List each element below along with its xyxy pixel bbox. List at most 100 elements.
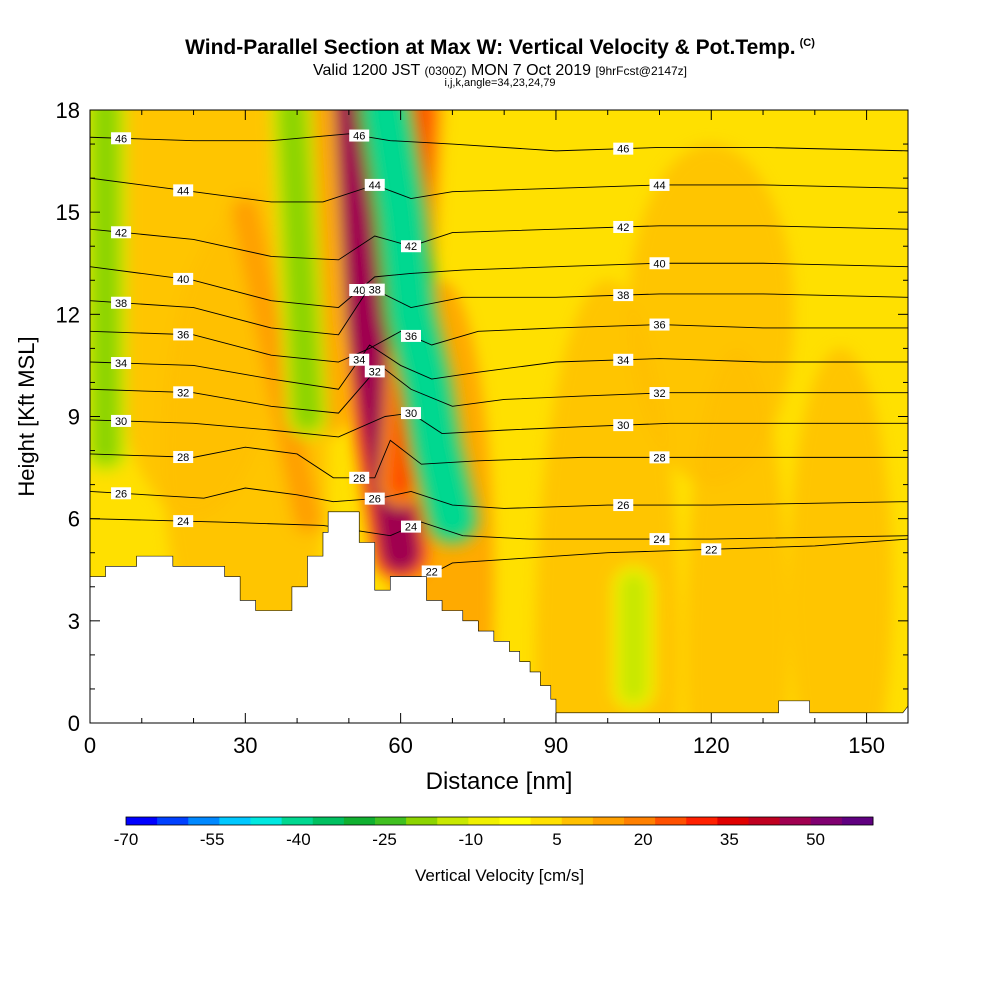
pot-temp-contour [90,364,908,414]
colorbar-swatch [530,817,563,825]
pot-temp-contour [90,286,908,336]
contour-label-box [613,142,634,155]
y-tick-label: 0 [68,711,80,736]
y-tick-label: 18 [56,98,80,123]
colorbar-swatch [219,817,251,825]
contour-label-box [701,543,722,556]
contour-label: 32 [177,387,189,399]
pot-temp-contour [90,412,908,438]
contour-label-box [173,184,194,197]
colorbar-swatch [779,817,812,825]
colorbar-swatch [375,817,407,825]
updraft-band [232,199,321,532]
contour-label: 24 [653,534,665,546]
x-tick-label: 150 [848,733,885,758]
colorbar-swatch [686,817,718,825]
contour-label: 34 [617,355,629,367]
contour-label-box [400,407,421,420]
contour-label-box [613,419,634,432]
contour-label-box [349,129,370,142]
colorbar-swatch [499,817,532,825]
contour-label: 34 [115,358,127,370]
y-tick-label: 6 [68,507,80,532]
contour-label-box [649,257,670,270]
contour-label-box [613,220,634,233]
valid-utc: (0300Z) [424,64,467,78]
contour-label: 42 [115,227,127,239]
colorbar-swatch [592,817,625,825]
contour-label: 44 [177,185,189,197]
contour-label: 46 [115,133,127,145]
x-axis-label: Distance [nm] [426,768,573,795]
contour-label: 38 [617,290,629,302]
contour-label: 28 [177,452,189,464]
contour-label-box [173,386,194,399]
contour-label: 24 [405,522,417,534]
contour-label-box [111,296,132,309]
colorbar-tick-label: -70 [114,830,139,849]
contour-label: 36 [405,331,417,343]
copyright-mark: (C) [799,37,815,49]
contour-label-box [364,365,385,378]
contour-label-box [349,284,370,297]
y-tick-label: 9 [68,405,80,430]
colorbar-swatch [312,817,345,825]
colorbar-tick-label: -40 [286,830,311,849]
contour-label: 46 [617,144,629,156]
contour-label: 44 [653,180,665,192]
colorbar-tick-label: 20 [634,830,653,849]
pot-temp-contour [90,177,908,203]
grid-indices: i,j,k,angle=34,23,24,79 [444,77,556,89]
pot-temp-contour [90,133,908,152]
contour-label: 22 [426,566,438,578]
colorbar-tick-label: -10 [458,830,483,849]
contour-label: 24 [177,516,189,528]
forecast-info: [9hrFcst@2147z] [595,64,688,78]
colorbar-tick-label: 5 [552,830,561,849]
colorbar-swatch [748,817,781,825]
contour-label: 32 [369,366,381,378]
contour-label: 42 [405,241,417,253]
contour-label-box [349,353,370,366]
contour-label-box [111,226,132,239]
x-tick-label: 90 [544,733,568,758]
colorbar-swatch [437,817,469,825]
contour-label: 46 [353,131,365,143]
downdraft-band [365,110,473,539]
x-tick-label: 60 [388,733,412,758]
colorbar-frame [125,816,874,826]
x-tick-label: 120 [693,733,730,758]
colorbar-tick-label: 35 [720,830,739,849]
pot-temp-contour [90,344,908,390]
chart-title-main: Wind-Parallel Section at Max W: Vertical… [185,36,796,59]
contour-label: 28 [353,473,365,485]
contour-label-box [649,451,670,464]
contour-label: 32 [653,388,665,400]
contour-label: 26 [115,488,127,500]
contour-label-box [111,487,132,500]
contour-label: 34 [353,355,365,367]
chart-subtitle: Valid 1200 JST (0300Z) MON 7 Oct 2019 [9… [0,62,1000,80]
contour-label-box [400,240,421,253]
colorbar-swatch [343,817,376,825]
colorbar-swatch [561,817,594,825]
chart-title: Wind-Parallel Section at Max W: Vertical… [0,36,1000,60]
contour-label: 44 [369,180,381,192]
colorbar-tick-label: -25 [372,830,397,849]
velocity-field: 46 46 46 44 44 44 42 42 42 40 40 40 38 38 38 36 36 36 34 34… [90,110,908,723]
colorbar-tick-label: 50 [806,830,825,849]
colorbar-swatch [810,817,843,825]
terrain [90,511,908,723]
contour-label-box [649,318,670,331]
contour-label-box [421,565,442,578]
contour-label-box [649,387,670,400]
contour-label-box [364,283,385,296]
colorbar-swatch [281,817,314,825]
contour-label: 26 [617,500,629,512]
velocity-patch [788,348,893,723]
contour-label: 40 [177,274,189,286]
contour-label-box [349,471,370,484]
y-tick-label: 15 [56,200,80,225]
colorbar-tick-label: -55 [200,830,225,849]
